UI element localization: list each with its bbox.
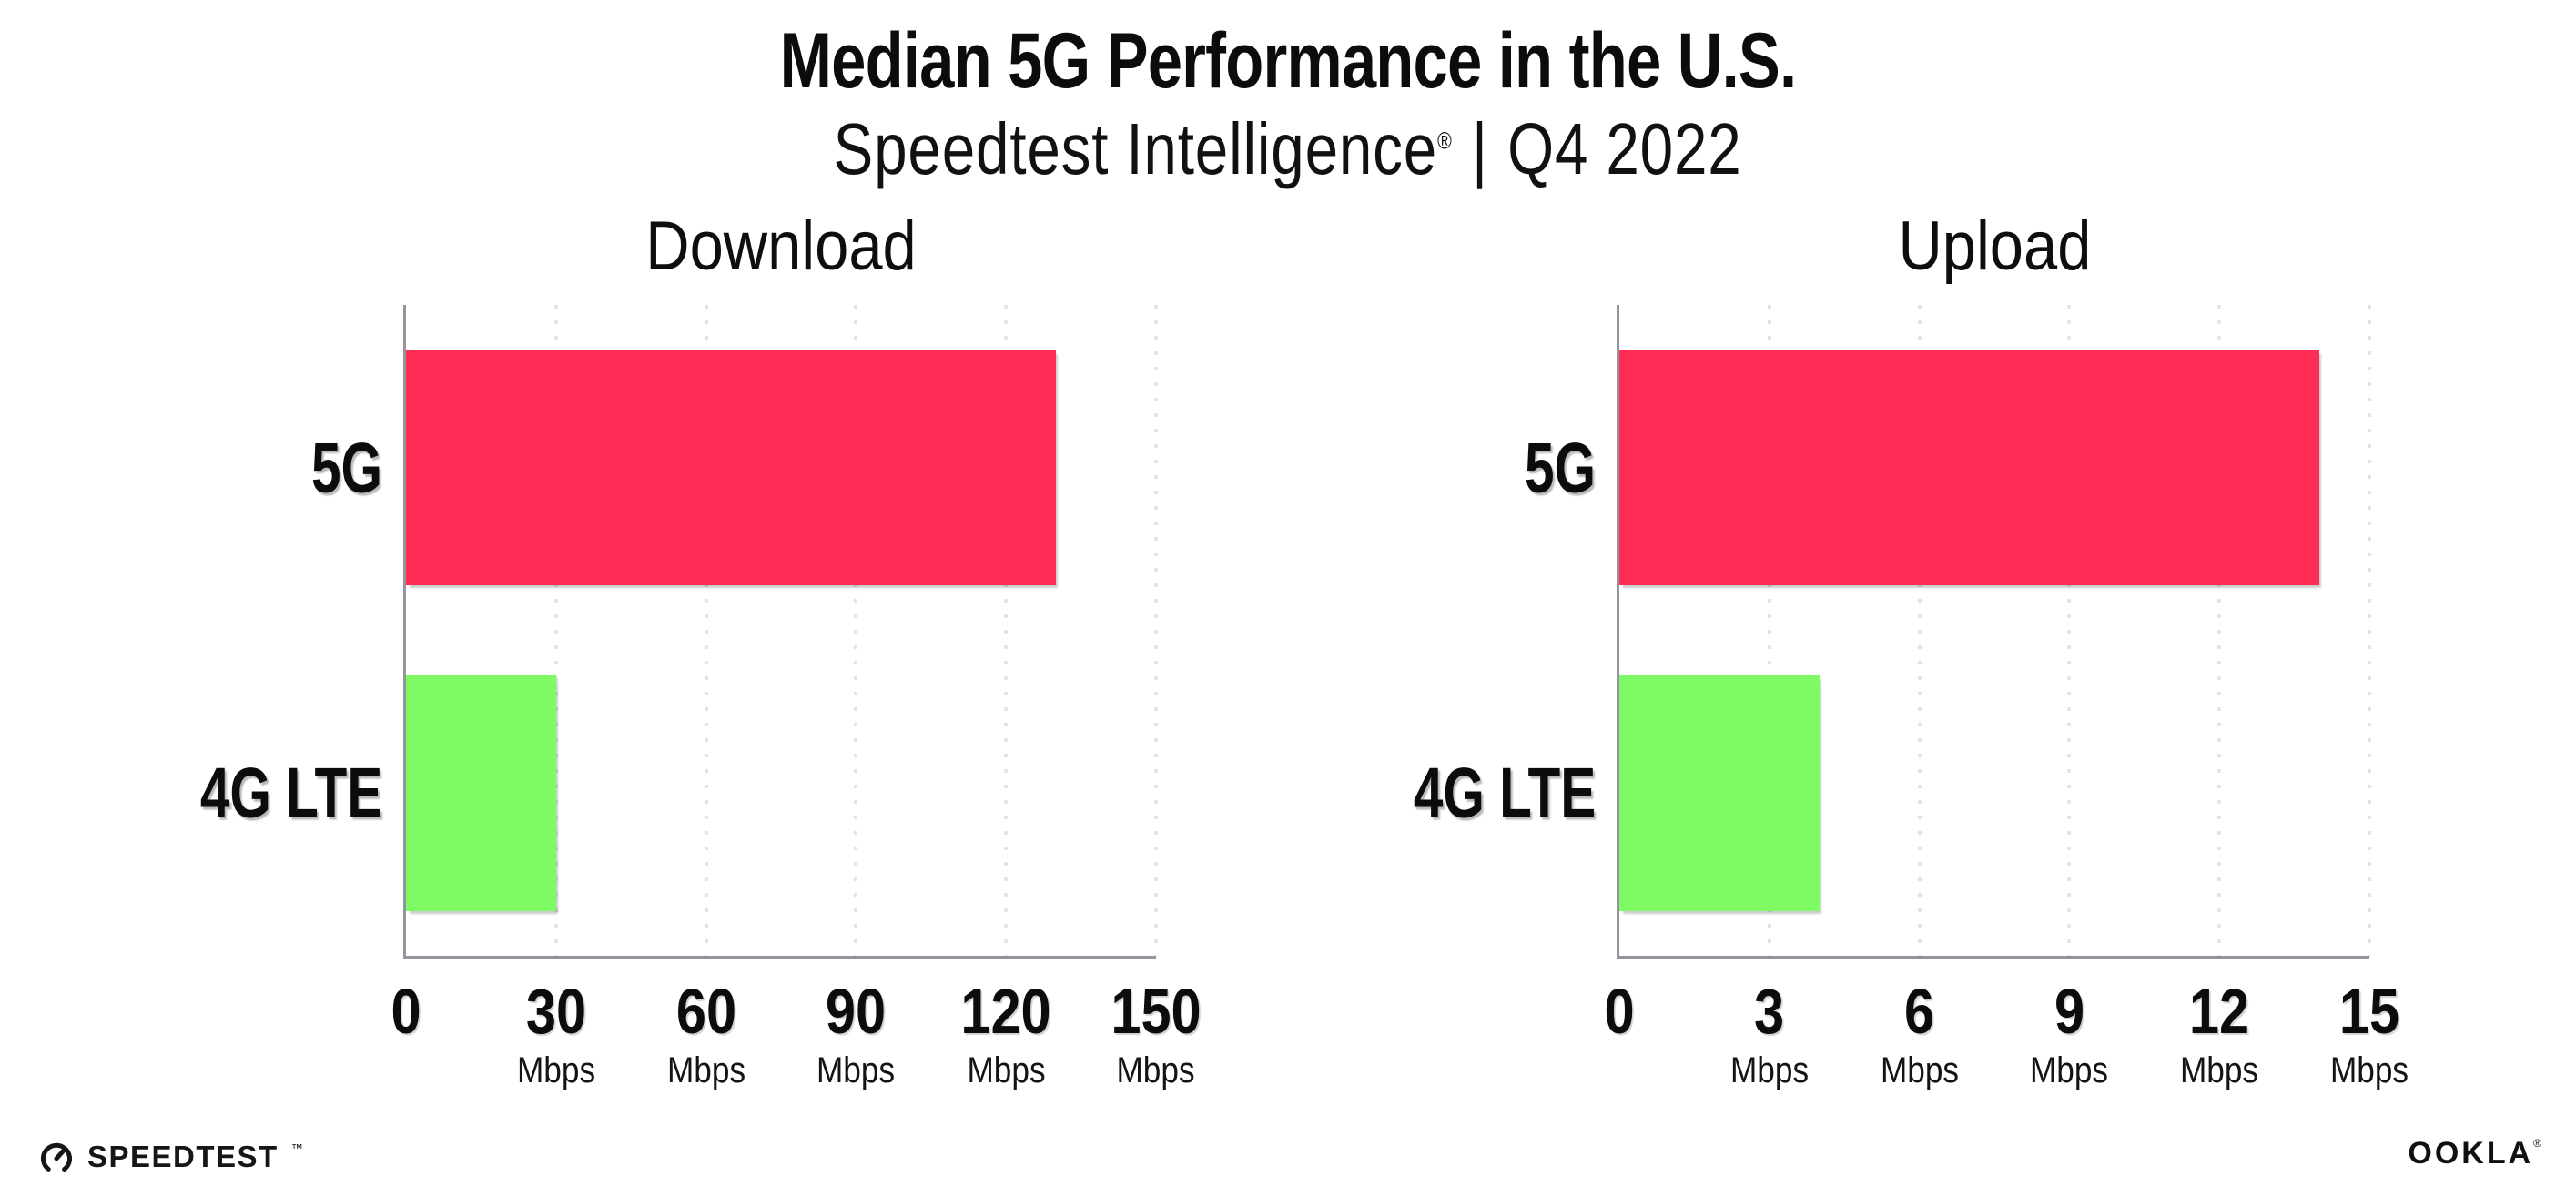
gridline-150	[1154, 305, 1158, 956]
download-chart-title: Download	[645, 208, 917, 285]
x-tick-0: 0	[389, 979, 424, 1043]
page-subtitle: Speedtest Intelligence® | Q4 2022	[0, 107, 2576, 191]
speedtest-gauge-icon	[40, 1142, 73, 1174]
category-label-5g: 5G	[1524, 427, 1596, 508]
upload-chart-title: Upload	[1898, 208, 2091, 285]
x-tick-9: 9 Mbps	[2024, 979, 2114, 1089]
gridline-15	[2368, 305, 2371, 956]
x-tick-value: 12	[2189, 976, 2250, 1047]
gridline-12	[2217, 305, 2222, 956]
gridline-60	[704, 305, 708, 956]
x-tick-value: 60	[675, 976, 736, 1047]
page-title-text: Median 5G Performance in the U.S.	[779, 17, 1798, 105]
ookla-wordmark: OOKLA	[2408, 1136, 2534, 1171]
bar-4g-lte-upload	[1619, 675, 1820, 911]
x-tick-value: 3	[1754, 976, 1785, 1047]
x-tick-12: 12 Mbps	[2175, 979, 2264, 1089]
x-tick-value: 30	[525, 976, 586, 1047]
x-tick-unit: Mbps	[816, 1050, 896, 1090]
gridline-6	[1917, 305, 1922, 956]
x-tick-6: 6 Mbps	[1875, 979, 1964, 1089]
x-tick-0: 0	[1602, 979, 1638, 1043]
x-tick-value: 90	[826, 976, 887, 1047]
x-tick-3: 3 Mbps	[1725, 979, 1814, 1089]
download-chart-plot: Download 5G 4G LTE 0 30 Mbps 60 Mbps 90 Mbps 120 Mb…	[200, 208, 1202, 1089]
page-title: Median 5G Performance in the U.S.	[0, 16, 2576, 107]
x-tick-value: 15	[2338, 976, 2400, 1047]
registered-mark: ®	[1437, 127, 1454, 155]
x-tick-15: 15 Mbps	[2325, 979, 2414, 1089]
x-tick-60: 60 Mbps	[662, 979, 751, 1089]
x-tick-value: 0	[1604, 976, 1635, 1047]
x-tick-unit: Mbps	[967, 1050, 1046, 1090]
gridline-30	[553, 305, 558, 956]
gridline-120	[1004, 305, 1009, 956]
x-tick-unit: Mbps	[1729, 1050, 1809, 1090]
speedtest-wordmark: SPEEDTEST	[87, 1140, 279, 1173]
x-tick-unit: Mbps	[2329, 1050, 2409, 1090]
category-label-5g: 5G	[310, 427, 382, 508]
x-tick-value: 150	[1111, 976, 1202, 1047]
gridline-90	[854, 305, 858, 956]
x-tick-120: 120 Mbps	[953, 979, 1060, 1089]
x-tick-unit: Mbps	[1880, 1050, 1959, 1090]
upload-chart-plot: Upload 5G 4G LTE 0 3 Mbps 6 Mbps 9 Mbps 12 Mbps 15 Mb…	[1414, 208, 2409, 1089]
x-tick-value: 6	[1904, 976, 1935, 1047]
speedtest-logo: SPEEDTEST ™	[38, 1139, 303, 1175]
ookla-logo: OOKLA®	[2408, 1136, 2541, 1172]
bar-5g-download	[406, 350, 1057, 586]
x-tick-value: 120	[960, 976, 1051, 1047]
subtitle-separator: |	[1472, 108, 1489, 189]
x-tick-unit: Mbps	[2030, 1050, 2109, 1090]
subtitle-period: Q4 2022	[1507, 108, 1743, 189]
x-tick-unit: Mbps	[516, 1050, 595, 1090]
subtitle-brand: Speedtest Intelligence	[833, 108, 1438, 189]
trademark-mark: ™	[290, 1141, 303, 1155]
x-tick-unit: Mbps	[1116, 1050, 1196, 1090]
x-tick-150: 150 Mbps	[1103, 979, 1210, 1089]
ookla-registered-mark: ®	[2533, 1136, 2541, 1150]
x-tick-unit: Mbps	[2180, 1050, 2259, 1090]
x-tick-30: 30 Mbps	[512, 979, 601, 1089]
category-label-4g-lte: 4G LTE	[199, 752, 382, 833]
category-label-4g-lte: 4G LTE	[1413, 752, 1596, 833]
bar-5g-upload	[1619, 350, 2320, 586]
x-tick-unit: Mbps	[666, 1050, 745, 1090]
gridline-3	[1767, 305, 1771, 956]
x-tick-90: 90 Mbps	[811, 979, 900, 1089]
bar-4g-lte-download	[406, 675, 556, 911]
x-tick-value: 0	[390, 976, 421, 1047]
gridline-9	[2067, 305, 2072, 956]
x-tick-value: 9	[2054, 976, 2084, 1047]
